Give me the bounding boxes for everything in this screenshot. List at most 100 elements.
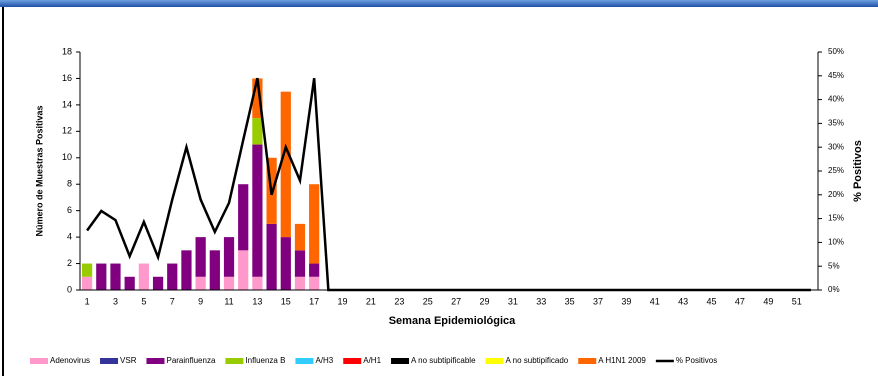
legend-label: Influenza B xyxy=(245,356,285,365)
bar xyxy=(280,91,291,238)
bar xyxy=(195,237,206,277)
y2-tick-label: 50% xyxy=(828,47,844,56)
bar xyxy=(195,276,206,290)
x-tick-label: 37 xyxy=(593,296,603,306)
x-tick-label: 39 xyxy=(621,296,631,306)
bar xyxy=(152,276,164,290)
legend-swatch xyxy=(30,358,48,364)
x-tick-label: 31 xyxy=(508,296,518,306)
bar xyxy=(309,184,320,264)
x-tick-label: 45 xyxy=(707,296,717,306)
y-tick-label: 10 xyxy=(62,152,72,162)
y-tick-label: 8 xyxy=(67,179,72,189)
legend-label: A no subtipificable xyxy=(411,356,476,365)
legend-swatch xyxy=(225,358,244,364)
y-tick-label: 6 xyxy=(67,205,72,215)
bar xyxy=(124,276,135,290)
y2-tick-label: 15% xyxy=(828,214,844,223)
bar xyxy=(81,263,93,277)
bar xyxy=(252,78,263,119)
x-tick-label: 17 xyxy=(309,296,319,306)
legend-swatch xyxy=(100,358,119,364)
legend-swatch xyxy=(391,358,410,364)
legend-swatch xyxy=(485,358,504,364)
bar xyxy=(110,263,121,290)
bar xyxy=(238,250,249,290)
x-tick-label: 27 xyxy=(451,296,461,306)
bar xyxy=(223,276,235,290)
y2-tick-label: 0% xyxy=(828,285,840,294)
legend-label: Adenovirus xyxy=(50,356,90,365)
bar xyxy=(223,237,235,277)
x-tick-label: 7 xyxy=(170,296,175,306)
x-tick-label: 15 xyxy=(281,296,291,306)
bar xyxy=(280,237,291,290)
bar xyxy=(209,250,220,290)
y2-tick-label: 35% xyxy=(828,119,844,128)
x-tick-label: 33 xyxy=(536,296,546,306)
x-tick-label: 51 xyxy=(792,296,802,306)
x-tick-label: 19 xyxy=(338,296,348,306)
bar xyxy=(252,144,263,277)
legend-label: A/H1 xyxy=(363,356,381,365)
bar xyxy=(167,263,178,290)
x-tick-label: 1 xyxy=(85,296,90,306)
x-tick-label: 35 xyxy=(565,296,575,306)
y-tick-label: 18 xyxy=(62,46,72,56)
x-tick-label: 47 xyxy=(735,296,745,306)
y2-tick-label: 20% xyxy=(828,190,844,199)
bar xyxy=(138,263,149,290)
x-tick-label: 11 xyxy=(224,296,233,306)
legend-label: A no subtipificado xyxy=(506,356,569,365)
legend-label: A H1N1 2009 xyxy=(598,356,646,365)
legend-label: % Positivos xyxy=(676,356,717,365)
y2-tick-label: 40% xyxy=(828,95,844,104)
legend-swatch xyxy=(295,358,314,364)
legend-label: Parainfluenza xyxy=(166,356,215,365)
bar xyxy=(294,250,306,277)
bar xyxy=(81,276,93,290)
legend-label: VSR xyxy=(120,356,137,365)
bar xyxy=(96,263,107,290)
y2-tick-label: 5% xyxy=(828,261,840,270)
legend-swatch xyxy=(343,358,362,364)
y-axis-title: Número de Muestras Positivas xyxy=(34,105,44,236)
x-tick-label: 29 xyxy=(479,296,489,306)
x-axis-title: Semana Epidemiológica xyxy=(389,315,516,327)
bar xyxy=(294,223,306,251)
bar xyxy=(252,118,263,145)
window-header xyxy=(0,0,878,7)
y-tick-label: 12 xyxy=(62,126,72,136)
y2-tick-label: 45% xyxy=(828,71,844,80)
x-tick-label: 23 xyxy=(394,296,404,306)
y2-axis-title: % Positivos xyxy=(852,140,864,202)
bar xyxy=(238,184,249,251)
bar xyxy=(309,276,320,290)
y2-tick-label: 10% xyxy=(828,238,844,247)
line xyxy=(86,77,811,292)
legend-label: A/H3 xyxy=(315,356,333,365)
bar xyxy=(266,223,277,290)
y-tick-label: 2 xyxy=(67,258,72,268)
bar xyxy=(181,250,192,290)
x-tick-label: 25 xyxy=(423,296,433,306)
x-tick-label: 43 xyxy=(678,296,688,306)
legend-swatch xyxy=(578,358,597,364)
bar xyxy=(294,276,306,290)
x-tick-label: 9 xyxy=(198,296,203,306)
x-tick-label: 3 xyxy=(113,296,118,306)
x-tick-label: 49 xyxy=(763,296,773,306)
y-tick-label: 16 xyxy=(62,73,72,83)
y-tick-label: 4 xyxy=(67,231,72,241)
y2-tick-label: 30% xyxy=(828,142,844,151)
x-tick-label: 13 xyxy=(252,296,262,306)
bar xyxy=(252,276,263,290)
y-tick-label: 0 xyxy=(67,284,72,294)
legend-swatch xyxy=(146,358,165,364)
y-tick-label: 14 xyxy=(62,99,72,109)
bar xyxy=(309,263,320,277)
x-tick-label: 21 xyxy=(366,296,376,306)
y2-tick-label: 25% xyxy=(828,166,844,175)
x-tick-label: 5 xyxy=(141,296,146,306)
